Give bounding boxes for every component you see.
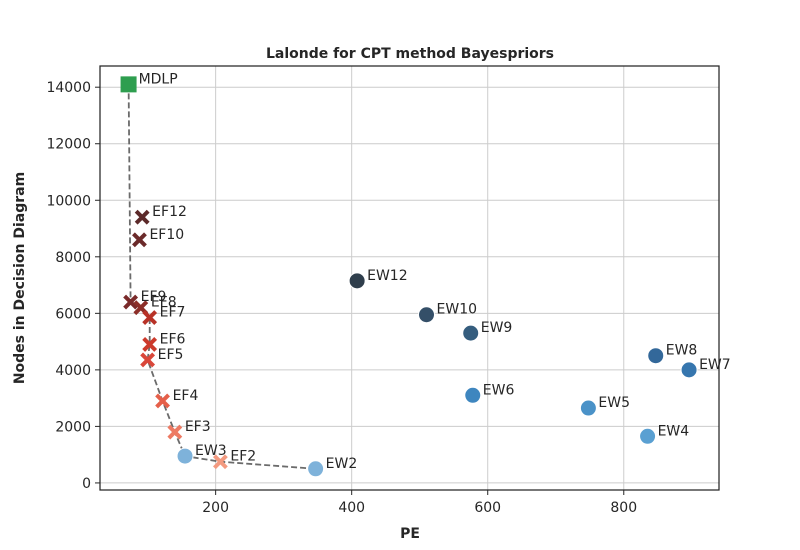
x-tick-label: 800 (610, 500, 637, 516)
point-ef7 (142, 310, 158, 325)
y-tick-label: 10000 (46, 193, 91, 209)
point-ef12 (134, 209, 150, 225)
point-ef3 (167, 424, 183, 440)
y-tick-label: 0 (82, 476, 91, 492)
point-ew2 (307, 460, 325, 478)
point-ew4 (639, 427, 657, 445)
point-ew5 (579, 399, 597, 417)
label-ef12: EF12 (152, 204, 187, 220)
label-ew4: EW4 (658, 423, 690, 439)
chart-title: Lalonde for CPT method Bayespriors (266, 46, 554, 62)
label-ew6: EW6 (483, 382, 515, 398)
y-tick-label: 8000 (55, 250, 91, 266)
x-tick-label: 200 (202, 500, 229, 516)
point-ef9 (123, 294, 139, 310)
y-axis-ticks: 0 2000 4000 6000 8000 10000 12000 14000 (46, 80, 100, 492)
label-ef10: EF10 (149, 227, 184, 243)
label-ew9: EW9 (481, 320, 513, 336)
y-tick-label: 12000 (46, 137, 91, 153)
point-ew6 (464, 386, 482, 404)
label-mdlp: MDLP (139, 71, 178, 87)
plot-frame (99, 65, 720, 491)
point-ew3 (176, 447, 194, 465)
label-ef4: EF4 (173, 388, 199, 404)
point-ef4 (155, 393, 170, 409)
label-ef8: EF8 (151, 295, 177, 311)
grid-lines (100, 66, 719, 490)
label-ew8: EW8 (666, 343, 698, 359)
point-ew8 (647, 347, 665, 365)
frontier-polyline (127, 84, 316, 470)
point-ef2 (212, 454, 228, 470)
frontier-line (127, 84, 316, 470)
label-ef7: EF7 (160, 305, 186, 321)
label-ew3: EW3 (195, 443, 227, 459)
label-ef5: EF5 (158, 347, 184, 363)
label-ef3: EF3 (185, 419, 211, 435)
point-ef10 (132, 232, 147, 248)
x-axis-ticks: 200 400 600 800 (202, 490, 637, 516)
label-ew7: EW7 (699, 357, 731, 373)
point-ef6 (142, 337, 158, 352)
y-tick-label: 14000 (46, 80, 91, 96)
point-ew7 (680, 361, 698, 379)
label-ew5: EW5 (598, 395, 630, 411)
point-mdlp (120, 76, 137, 93)
label-ew12: EW12 (367, 268, 408, 284)
point-ef5 (140, 352, 156, 368)
y-tick-label: 2000 (55, 419, 91, 435)
point-ew9 (462, 324, 480, 342)
label-ef6: EF6 (160, 331, 186, 347)
y-tick-label: 6000 (55, 306, 91, 322)
x-tick-label: 600 (474, 500, 501, 516)
y-tick-label: 4000 (55, 363, 91, 379)
label-ef2: EF2 (230, 449, 256, 465)
label-ew10: EW10 (437, 302, 478, 318)
label-ew2: EW2 (326, 456, 358, 472)
y-axis-title: Nodes in Decision Diagram (12, 172, 28, 384)
x-axis-title: PE (400, 526, 420, 542)
label-ef9: EF9 (141, 289, 167, 305)
point-ew12 (348, 272, 366, 290)
data-points (120, 76, 698, 478)
point-ew10 (418, 306, 436, 324)
x-tick-label: 400 (338, 500, 365, 516)
